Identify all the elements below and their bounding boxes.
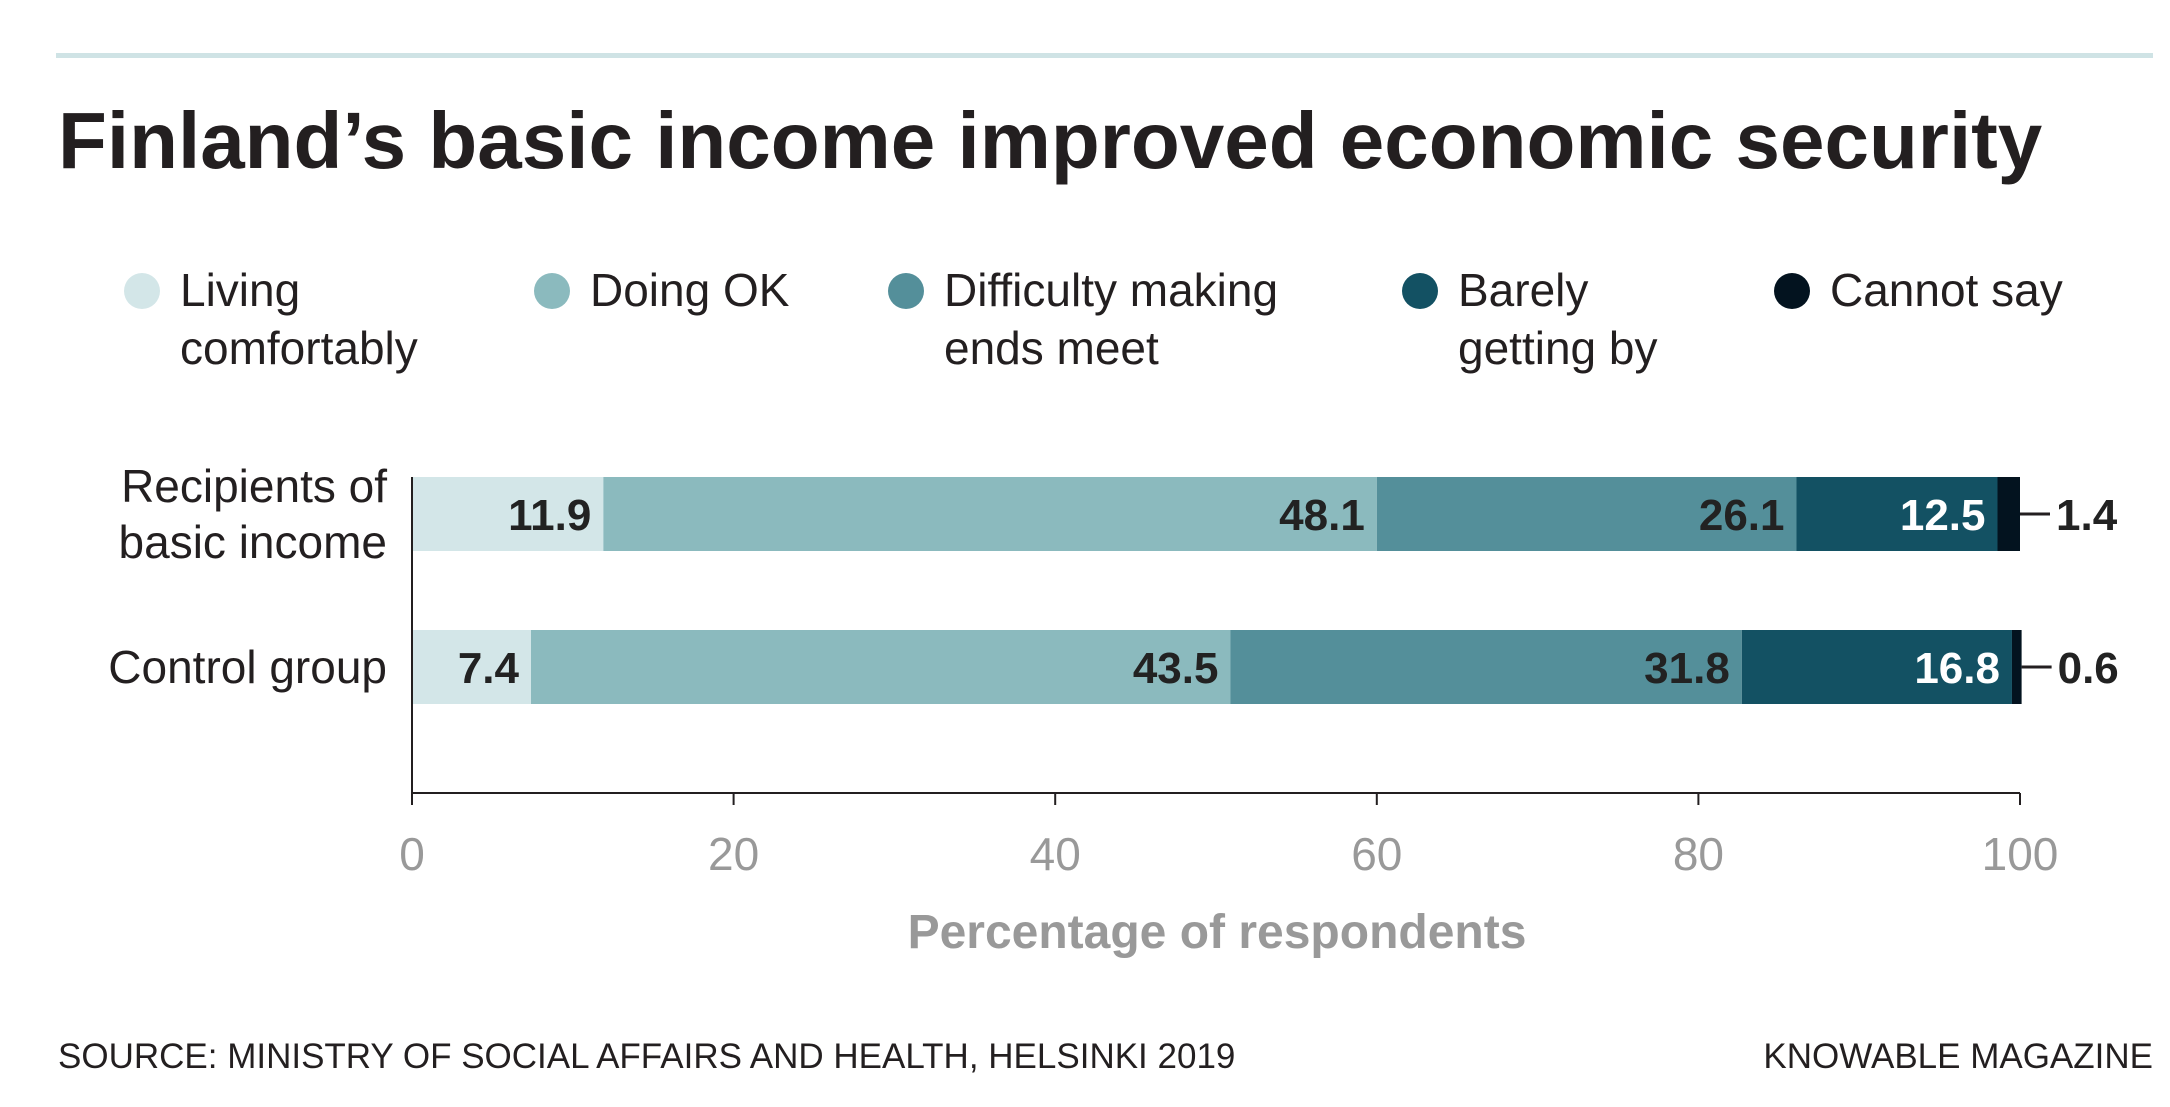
category-label: basic income: [119, 516, 387, 568]
bar-segment: [603, 477, 1377, 551]
bar-segment: [1997, 477, 2020, 551]
legend: Living comfortably Doing OK Difficulty maki…: [124, 264, 2063, 374]
category-label: Control group: [108, 641, 387, 693]
data-label: 0.6: [2058, 644, 2119, 693]
legend-label: Barely: [1458, 264, 1588, 316]
data-label: 11.9: [508, 491, 591, 540]
data-label: 48.1: [1279, 491, 1365, 540]
chart-title: Finland’s basic income improved economic…: [58, 96, 2043, 185]
bar-segment: [412, 477, 604, 551]
bar-segment: [1741, 630, 2012, 704]
data-label: 1.4: [2056, 491, 2118, 540]
legend-swatch: [124, 273, 160, 309]
top-rule: [56, 53, 2153, 58]
x-tick-label: 40: [1030, 828, 1081, 880]
legend-label: Cannot say: [1830, 264, 2063, 316]
x-axis-label: Percentage of respondents: [908, 906, 1527, 959]
x-tick-label: 60: [1351, 828, 1402, 880]
legend-item: Living comfortably: [124, 264, 418, 374]
legend-label: ends meet: [944, 322, 1159, 374]
legend-label: Living: [180, 264, 300, 316]
credit: KNOWABLE MAGAZINE: [1763, 1037, 2153, 1076]
legend-swatch: [1774, 273, 1810, 309]
data-label: 7.4: [458, 644, 520, 693]
x-tick-label: 100: [1982, 828, 2059, 880]
legend-swatch: [888, 273, 924, 309]
legend-item: Doing OK: [534, 264, 790, 316]
category-label: Recipients of: [121, 460, 387, 512]
x-tick-label: 0: [399, 828, 425, 880]
data-label: 31.8: [1644, 644, 1730, 693]
legend-label: Doing OK: [590, 264, 790, 316]
legend-label: Difficulty making: [944, 264, 1278, 316]
bar-segment: [1796, 477, 1998, 551]
bar-segment: [1376, 477, 1797, 551]
legend-swatch: [1402, 273, 1438, 309]
legend-item: Difficulty making ends meet: [888, 264, 1278, 374]
legend-item: Cannot say: [1774, 264, 2063, 316]
legend-swatch: [534, 273, 570, 309]
data-label: 16.8: [1914, 644, 2000, 693]
source-note: SOURCE: MINISTRY OF SOCIAL AFFAIRS AND H…: [58, 1037, 1235, 1076]
legend-label: comfortably: [180, 322, 418, 374]
x-tick-label: 20: [708, 828, 759, 880]
data-label: 43.5: [1133, 644, 1219, 693]
bar-segment: [412, 630, 531, 704]
x-tick-label: 80: [1673, 828, 1724, 880]
data-label: 26.1: [1699, 491, 1785, 540]
legend-label: getting by: [1458, 322, 1657, 374]
data-label: 12.5: [1900, 491, 1986, 540]
bar-segment: [530, 630, 1231, 704]
bar-segment: [2011, 630, 2022, 704]
legend-item: Barely getting by: [1402, 264, 1657, 374]
bar-segment: [1230, 630, 1742, 704]
